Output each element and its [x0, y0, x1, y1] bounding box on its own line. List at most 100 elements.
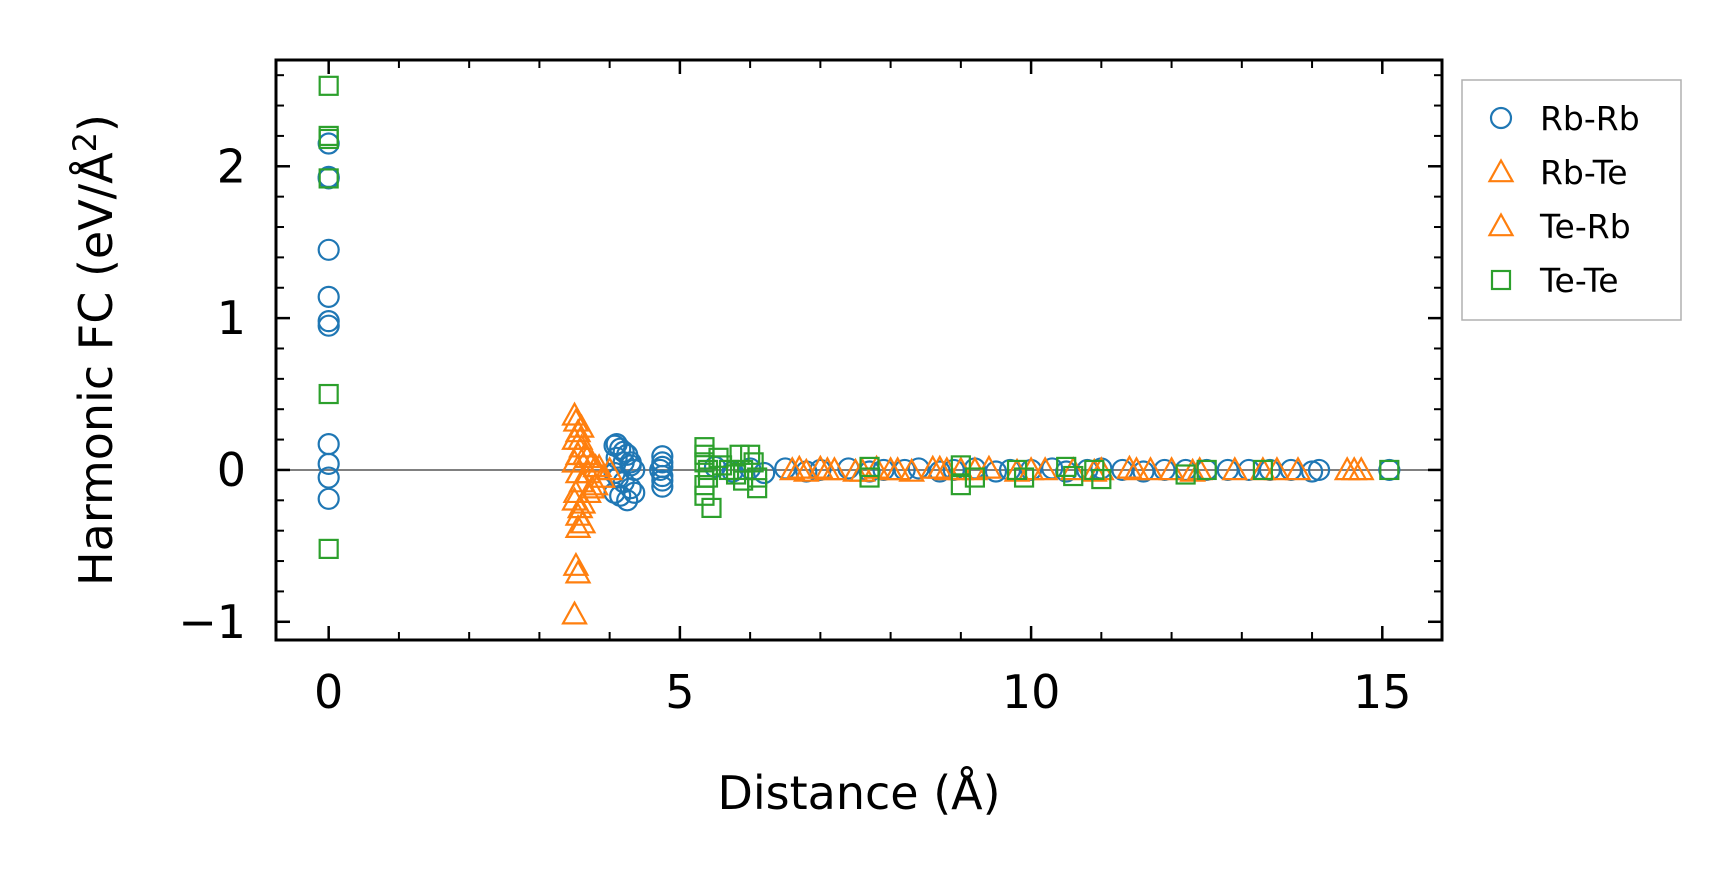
point-te-rb: [569, 489, 597, 514]
point-rb-rb: [623, 481, 646, 504]
point-te-te: [747, 467, 768, 488]
point-te-te: [318, 383, 339, 405]
point-te-rb: [564, 501, 592, 526]
y-tick-label: 1: [217, 291, 246, 345]
point-rb-rb: [317, 452, 340, 475]
y-tick-label: 2: [217, 139, 246, 193]
point-te-te: [1006, 459, 1028, 481]
x-tick-label: 10: [1002, 665, 1061, 719]
point-te-rb: [578, 474, 606, 499]
legend-marker-rb-rb: [1489, 106, 1513, 130]
legend-frame: [1461, 79, 1682, 321]
point-te-te: [708, 447, 729, 468]
point-rb-rb: [605, 446, 628, 469]
point-te-rb: [561, 600, 588, 625]
point-te-rb: [785, 454, 813, 479]
point-rb-rb: [1132, 460, 1155, 483]
point-te-te: [1196, 459, 1217, 481]
point-te-te: [318, 168, 339, 189]
point-rb-rb: [317, 314, 340, 337]
x-axis-title: Distance (Å): [717, 766, 1000, 820]
point-te-te: [733, 459, 754, 481]
point-rb-rb: [1111, 458, 1134, 482]
point-rb-te: [561, 448, 588, 473]
legend-label-rb-te: Rb-Te: [1540, 153, 1628, 192]
point-te-te: [1091, 468, 1112, 490]
point-rb-te: [1003, 457, 1031, 482]
data-points: [317, 75, 1401, 625]
point-rb-rb: [928, 460, 951, 483]
point-rb-te: [1137, 456, 1164, 481]
point-rb-rb: [609, 484, 632, 507]
plot-frame: [274, 58, 1444, 642]
point-rb-te: [1116, 454, 1143, 479]
x-tick-label: 15: [1353, 665, 1412, 719]
point-te-te: [733, 470, 754, 491]
point-te-rb: [573, 444, 601, 469]
point-rb-rb: [651, 469, 674, 492]
point-rb-te: [778, 456, 806, 481]
legend-label-te-te: Te-Te: [1539, 261, 1619, 300]
point-te-rb: [849, 457, 876, 482]
point-te-rb: [564, 559, 592, 584]
point-te-te: [1379, 459, 1400, 481]
y-tick-label: −1: [178, 595, 246, 649]
point-rb-te: [1221, 456, 1249, 481]
point-te-te: [694, 485, 715, 506]
point-rb-rb: [1307, 458, 1331, 482]
point-rb-te: [564, 513, 592, 538]
point-te-rb: [1340, 456, 1368, 481]
y-tick-label: 0: [217, 443, 246, 497]
point-te-te: [318, 538, 339, 560]
point-rb-rb: [317, 285, 340, 308]
point-te-te: [718, 459, 740, 481]
legend-label-te-rb: Te-Rb: [1539, 207, 1631, 246]
legend-label-rb-rb: Rb-Rb: [1540, 99, 1640, 138]
point-te-rb: [926, 454, 954, 479]
point-te-te: [1252, 459, 1273, 481]
point-rb-rb: [984, 460, 1008, 483]
point-te-te: [950, 455, 971, 476]
point-te-rb: [562, 551, 590, 576]
point-te-rb: [568, 413, 595, 438]
point-te-te: [747, 478, 768, 499]
point-rb-rb: [907, 457, 930, 480]
axis-tick-labels: 0 5 10 15 −1 0 1 2: [178, 139, 1411, 719]
point-rb-rb: [317, 466, 340, 489]
legend: Rb-Rb Rb-Te Te-Rb Te-Te: [1461, 79, 1682, 321]
point-te-rb: [566, 425, 594, 450]
point-te-te: [859, 467, 880, 488]
point-te-te: [1175, 464, 1196, 485]
y-axis-title: Harmonic FC (eV/Å2): [66, 114, 123, 586]
point-te-te: [743, 452, 764, 473]
x-tick-label: 5: [665, 665, 694, 719]
point-te-te: [318, 128, 339, 150]
point-rb-te: [898, 457, 926, 482]
point-rb-rb: [753, 461, 776, 485]
point-te-rb: [1123, 456, 1150, 481]
x-tick-label: 0: [314, 665, 343, 719]
point-te-te: [729, 444, 750, 465]
point-rb-rb: [619, 454, 642, 477]
point-te-rb: [884, 456, 912, 481]
point-rb-te: [806, 454, 834, 479]
point-te-te: [725, 464, 747, 485]
point-te-rb: [582, 453, 609, 478]
point-te-te: [740, 444, 761, 465]
point-te-te: [1063, 465, 1084, 487]
point-te-te: [859, 456, 880, 478]
point-rb-te: [1031, 456, 1059, 481]
point-rb-rb: [317, 487, 340, 510]
point-te-te: [964, 467, 985, 488]
legend-items: Rb-Rb Rb-Te Te-Rb Te-Te: [1487, 99, 1640, 300]
point-te-te: [701, 497, 722, 519]
legend-marker-rb-te: [1487, 158, 1515, 183]
point-rb-te: [863, 454, 890, 479]
point-rb-rb: [616, 489, 639, 512]
point-rb-rb: [317, 238, 340, 261]
point-te-rb: [814, 456, 841, 481]
point-te-te: [694, 475, 715, 496]
point-te-te: [1013, 467, 1035, 488]
point-te-te: [318, 75, 339, 96]
